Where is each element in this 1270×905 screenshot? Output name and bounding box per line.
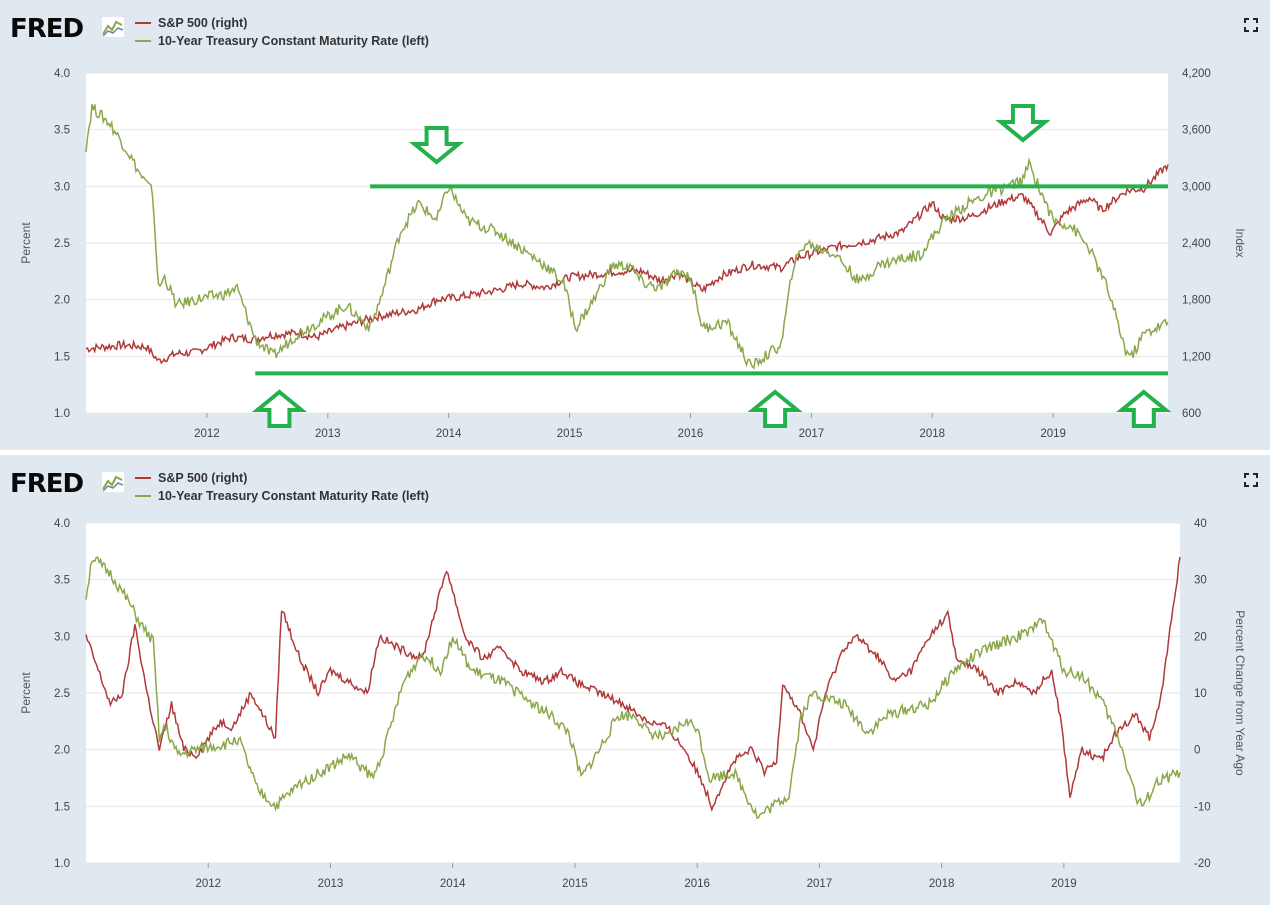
right-tick-label: 3,600 (1182, 125, 1211, 137)
fred-graph-icon (101, 471, 125, 493)
legend-label-treasury: 10-Year Treasury Constant Maturity Rate … (158, 34, 429, 48)
x-tick-label: 2018 (929, 878, 955, 890)
legend-swatch-sp500 (135, 22, 151, 24)
right-tick-label: 20 (1194, 631, 1207, 643)
left-tick-label: 2.0 (54, 745, 70, 757)
x-tick-label: 2019 (1040, 428, 1066, 440)
right-tick-label: 10 (1194, 688, 1207, 700)
x-tick-label: 2019 (1051, 878, 1077, 890)
x-tick-label: 2015 (557, 428, 583, 440)
right-tick-label: 2,400 (1182, 238, 1211, 250)
right-tick-label: -20 (1194, 858, 1211, 870)
x-tick-label: 2018 (919, 428, 945, 440)
legend: S&P 500 (right) 10-Year Treasury Constan… (135, 469, 429, 505)
x-tick-label: 2013 (315, 428, 341, 440)
chart-panel-top: FRED S&P 500 (right) 10-Year Treasury Co… (0, 0, 1270, 450)
right-tick-label: 1,200 (1182, 351, 1211, 363)
expand-icon[interactable] (1244, 18, 1258, 32)
x-tick-label: 2016 (684, 878, 710, 890)
up-arrow-marker (747, 389, 803, 428)
down-arrow-marker (408, 126, 465, 165)
left-tick-label: 4.0 (54, 518, 70, 530)
right-axis-title: Percent Change from Year Ago (1233, 610, 1247, 776)
x-tick-label: 2012 (194, 428, 220, 440)
right-tick-label: 4,200 (1182, 68, 1211, 80)
right-axis-title: Index (1233, 228, 1247, 257)
up-arrow-marker (251, 389, 308, 428)
right-tick-label: 3,000 (1182, 181, 1211, 193)
panel-divider (0, 450, 1270, 455)
left-tick-label: 4.0 (54, 68, 70, 80)
chart-top: 1.0 1.5 2.0 2.5 3.0 3.5 4.0 600 1,200 1,800 2,400 3… (19, 68, 1247, 440)
up-arrow-marker (1116, 389, 1172, 428)
series-line-treasury (85, 556, 1181, 819)
x-tick-label: 2017 (807, 878, 833, 890)
right-tick-label: 40 (1194, 518, 1207, 530)
x-tick-label: 2014 (440, 878, 466, 890)
right-tick-label: -10 (1194, 801, 1211, 813)
x-tick-label: 2013 (318, 878, 344, 890)
legend-item-treasury[interactable]: 10-Year Treasury Constant Maturity Rate … (135, 32, 429, 50)
legend-item-treasury[interactable]: 10-Year Treasury Constant Maturity Rate … (135, 487, 429, 505)
left-tick-label: 2.0 (54, 295, 70, 307)
legend-label-sp500: S&P 500 (right) (158, 471, 248, 485)
left-tick-label: 2.5 (54, 688, 70, 700)
legend-swatch-treasury (135, 495, 151, 497)
legend-label-treasury: 10-Year Treasury Constant Maturity Rate … (158, 489, 429, 503)
right-tick-label: 1,800 (1182, 295, 1211, 307)
fred-logo[interactable]: FRED (10, 14, 84, 44)
x-tick-label: 2012 (195, 878, 221, 890)
left-tick-label: 3.5 (54, 575, 70, 587)
expand-icon[interactable] (1244, 473, 1258, 487)
down-arrow-marker (995, 104, 1051, 143)
left-tick-label: 1.0 (54, 408, 70, 420)
x-tick-label: 2015 (562, 878, 588, 890)
left-tick-label: 2.5 (54, 238, 70, 250)
left-tick-label: 3.0 (54, 631, 70, 643)
fred-logo[interactable]: FRED (10, 469, 84, 499)
left-tick-label: 3.5 (54, 125, 70, 137)
legend-swatch-sp500 (135, 477, 151, 479)
chart-panel-bottom: FRED S&P 500 (right) 10-Year Treasury Co… (0, 455, 1270, 905)
right-tick-label: 30 (1194, 575, 1207, 587)
left-tick-label: 1.5 (54, 351, 70, 363)
x-tick-label: 2014 (436, 428, 462, 440)
x-tick-label: 2016 (678, 428, 704, 440)
legend-item-sp500[interactable]: S&P 500 (right) (135, 14, 429, 32)
left-axis-title: Percent (19, 672, 33, 714)
left-tick-label: 1.5 (54, 801, 70, 813)
left-axis-title: Percent (19, 222, 33, 264)
right-tick-label: 0 (1194, 745, 1200, 757)
series-line-treasury (85, 104, 1169, 370)
left-tick-label: 3.0 (54, 181, 70, 193)
fred-graph-icon (101, 16, 125, 38)
x-tick-label: 2017 (799, 428, 825, 440)
legend-swatch-treasury (135, 40, 151, 42)
legend-item-sp500[interactable]: S&P 500 (right) (135, 469, 429, 487)
legend: S&P 500 (right) 10-Year Treasury Constan… (135, 14, 429, 50)
chart-bottom: 1.0 1.5 2.0 2.5 3.0 3.5 4.0 -20 -10 0 10 20 30 40 2012… (19, 518, 1247, 890)
right-tick-label: 600 (1182, 408, 1201, 420)
legend-label-sp500: S&P 500 (right) (158, 16, 248, 30)
left-tick-label: 1.0 (54, 858, 70, 870)
series-line-sp500 (85, 556, 1181, 813)
